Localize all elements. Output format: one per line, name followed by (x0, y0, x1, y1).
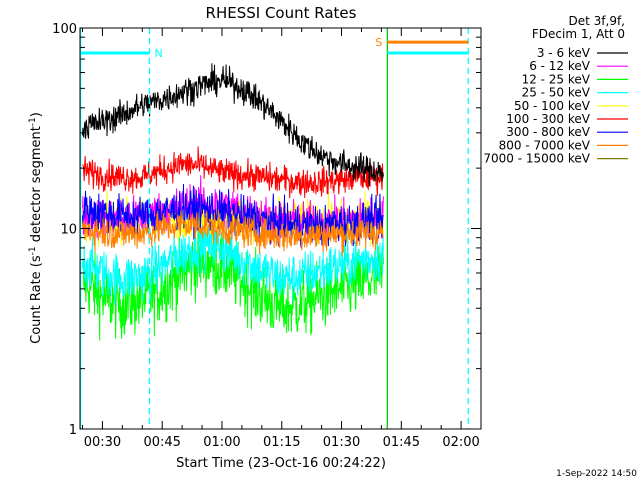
series-layer (82, 63, 384, 341)
legend-label-3-6-kev: 3 - 6 keV (537, 46, 591, 60)
x-tick-label: 01:00 (203, 435, 240, 450)
x-tick-label: 01:30 (323, 435, 360, 450)
legend-label-7000-15000-kev: 7000 - 15000 keV (483, 152, 590, 166)
legend-label-50-100-kev: 50 - 100 keV (514, 99, 591, 113)
marker-label-s: S (375, 36, 382, 49)
y-axis-label: Count Rate (s-1 detector segment-1) (28, 112, 44, 344)
y-tick-label: 10 (60, 223, 77, 238)
legend-label-6-12-kev: 6 - 12 keV (529, 59, 591, 73)
legend-label-25-50-kev: 25 - 50 keV (522, 86, 591, 100)
y-axis-label-exp1: -1 (28, 246, 38, 255)
x-tick-label: 00:30 (84, 435, 121, 450)
footer-timestamp: 1-Sep-2022 14:50 (556, 469, 637, 479)
legend-label-800-7000-kev: 800 - 7000 keV (499, 138, 591, 152)
y-axis-label-mid: detector segment (29, 126, 44, 246)
x-axis: 00:30 00:45 01:00 01:15 01:30 01:45 02:00 (82, 28, 480, 450)
y-axis: 1 10 100 (52, 22, 481, 438)
marker-label-n: N (154, 47, 162, 60)
legend-label-12-25-kev: 12 - 25 keV (522, 72, 591, 86)
series-line-3-6-kev (82, 63, 384, 187)
y-tick-label: 100 (52, 22, 77, 37)
x-tick-label: 02:00 (442, 435, 479, 450)
y-axis-label-main: Count Rate (s (29, 255, 44, 344)
x-tick-label: 00:45 (143, 435, 180, 450)
legend-header-line-2: FDecim 1, Att 0 (532, 27, 625, 41)
chart-title: RHESSI Count Rates (206, 4, 357, 22)
y-axis-label-end: ) (29, 112, 44, 117)
legend-header-line-1: Det 3f,9f, (569, 14, 626, 28)
y-tick-label: 1 (69, 423, 77, 438)
x-tick-label: 01:15 (263, 435, 300, 450)
series-line-800-7000-kev (82, 209, 384, 257)
y-axis-label-exp2: -1 (28, 117, 38, 126)
x-tick-label: 01:45 (383, 435, 420, 450)
x-axis-label: Start Time (23-Oct-16 00:24:22) (176, 456, 386, 471)
series-line-25-50-kev (82, 216, 384, 305)
legend-label-300-800-kev: 300 - 800 keV (506, 125, 590, 139)
series-line-100-300-kev (82, 146, 384, 199)
legend-label-100-300-kev: 100 - 300 keV (506, 112, 590, 126)
